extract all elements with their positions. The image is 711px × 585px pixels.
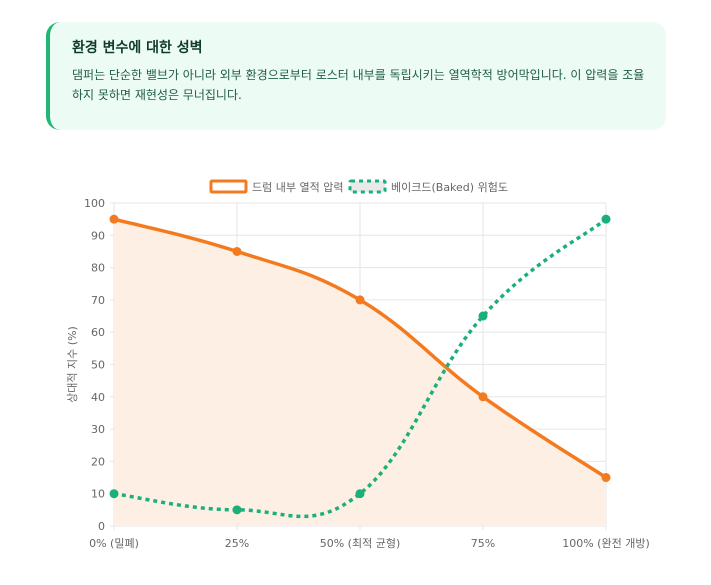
y-tick-label: 30	[91, 423, 105, 436]
y-tick-label: 0	[98, 520, 105, 533]
x-tick-label: 50% (최적 균형)	[320, 537, 401, 550]
y-tick-label: 100	[84, 197, 105, 210]
y-tick-label: 70	[91, 294, 105, 307]
data-point-1-1	[232, 505, 242, 515]
data-point-0-0	[109, 214, 119, 224]
x-tick-label: 0% (밀폐)	[89, 537, 139, 550]
callout-box: 환경 변수에 대한 성벽 댐퍼는 단순한 밸브가 아니라 외부 환경으로부터 로…	[46, 22, 666, 130]
y-tick-label: 10	[91, 488, 105, 501]
x-tick-label: 100% (완전 개방)	[562, 537, 650, 550]
legend-label-0: 드럼 내부 열적 압력	[252, 181, 343, 194]
data-point-0-1	[232, 246, 242, 256]
data-point-0-4	[601, 473, 611, 483]
data-point-1-3	[478, 311, 488, 321]
legend-label-1: 베이크드(Baked) 위험도	[391, 181, 508, 194]
data-point-1-0	[109, 489, 119, 499]
series-line-1	[113, 217, 608, 519]
x-tick-label: 25%	[225, 537, 249, 550]
y-tick-label: 80	[91, 262, 105, 275]
y-tick-label: 50	[91, 359, 105, 372]
legend-swatch-0	[209, 179, 248, 194]
data-point-1-4	[601, 214, 611, 224]
data-point-0-2	[355, 295, 365, 305]
y-tick-label: 40	[91, 391, 105, 404]
legend-swatch-1	[348, 179, 387, 194]
callout-body: 댐퍼는 단순한 밸브가 아니라 외부 환경으로부터 로스터 내부를 독립시키는 …	[72, 68, 645, 102]
data-point-0-3	[478, 392, 488, 402]
x-tick-label: 75%	[471, 537, 495, 550]
y-tick-label: 60	[91, 326, 105, 339]
y-tick-label: 90	[91, 229, 105, 242]
y-axis-title: 상대적 지수 (%)	[66, 326, 79, 403]
callout-title: 환경 변수에 대한 성벽	[72, 40, 203, 56]
y-tick-label: 20	[91, 455, 105, 468]
series-area-0	[114, 219, 606, 526]
data-point-1-2	[355, 489, 365, 499]
